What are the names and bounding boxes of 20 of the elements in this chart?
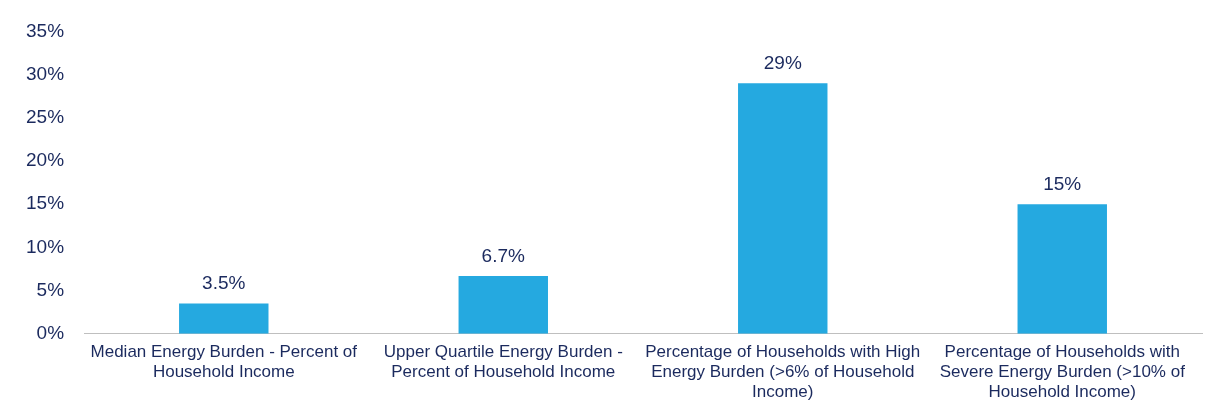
bar — [1017, 204, 1107, 334]
y-tick-label: 30% — [26, 62, 65, 84]
data-label: 3.5% — [202, 272, 246, 294]
data-label: 15% — [1043, 172, 1082, 194]
bar — [179, 303, 269, 334]
y-tick-label: 0% — [36, 322, 65, 344]
y-tick-label: 20% — [26, 149, 65, 171]
y-tick-label: 5% — [36, 278, 65, 300]
y-tick-label: 35% — [26, 19, 65, 41]
data-label: 6.7% — [481, 244, 526, 266]
x-tick-label: Percentage of Households with High Energy Burden (>6% of Household Income) — [645, 341, 921, 402]
x-tick-label: Percentage of Households with Severe Energy Burden (>10% of Household Income) — [939, 341, 1186, 402]
y-tick-label: 10% — [26, 235, 65, 257]
bar — [458, 275, 548, 334]
data-label: 29% — [763, 51, 802, 73]
x-tick-label: Median Energy Burden - Percent of Household Income — [90, 341, 358, 382]
y-tick-label: 25% — [26, 106, 65, 128]
x-tick-label: Upper Quartile Energy Burden - Percent of Household Income — [383, 341, 623, 382]
y-tick-label: 15% — [26, 192, 65, 214]
bar — [738, 83, 828, 334]
